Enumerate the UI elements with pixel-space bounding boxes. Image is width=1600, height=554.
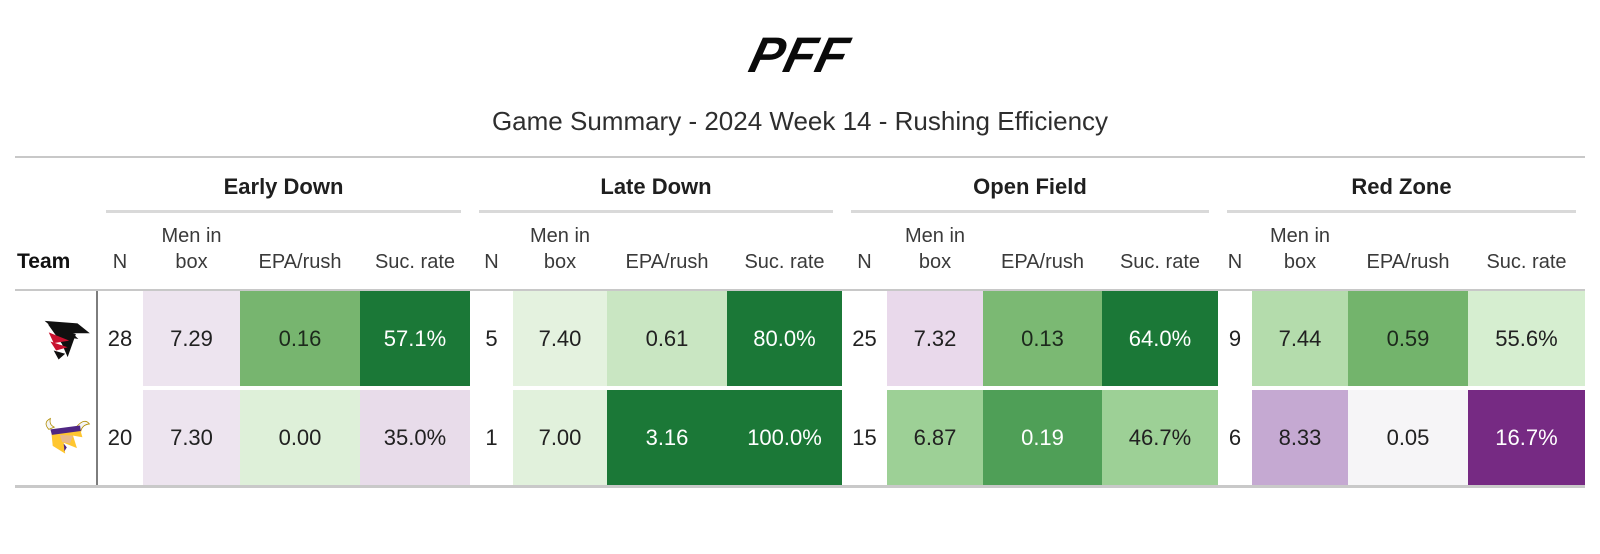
section-title: Early Down [223,174,344,199]
stat-cell: 16.7% [1468,390,1585,485]
stat-cell: 80.0% [727,291,842,386]
stat-cell: 0.05 [1348,390,1468,485]
col-header-men-in-box: Men in box [1269,225,1331,273]
stat-cell: 100.0% [727,390,842,485]
col-header-suc-rate: Suc. rate [1119,251,1201,273]
rushing-efficiency-table: Early Down Late Down Open Field Red Zone… [15,156,1585,488]
page-title: Game Summary - 2024 Week 14 - Rushing Ef… [491,106,1109,136]
col-header-n: N [112,251,128,273]
stat-cell: 7.29 [143,291,240,386]
pff-logo: PFF [744,27,856,83]
stat-cell: 7.00 [513,390,607,485]
section-underline [479,210,833,213]
stat-cell: 0.16 [240,291,360,386]
col-header-n: N [857,251,872,273]
col-header-epa-rush: EPA/rush [625,251,709,273]
section-header-early-down: Early Down [97,158,470,213]
stat-cell: 20 [97,390,143,485]
stat-cell: 0.00 [240,390,360,485]
section-header-red-zone: Red Zone [1218,158,1585,213]
section-underline [1227,210,1576,213]
stat-cell: 3.16 [607,390,727,485]
stat-cell: 7.32 [887,291,983,386]
col-header-team: Team [17,249,71,273]
section-header-late-down: Late Down [470,158,842,213]
col-header-n: N [1227,251,1243,273]
table-body: 28 7.29 0.16 57.1% 5 7.40 0.61 80.0% 25 7.32 0.13 6… [15,291,1585,488]
col-header-men-in-box: Men in box [161,225,222,273]
col-header-epa-rush: EPA/rush [1001,251,1084,273]
stat-cell: 0.19 [983,390,1102,485]
stat-cell: 57.1% [360,291,470,386]
stat-cell: 6 [1218,390,1252,485]
section-title: Late Down [600,174,712,199]
stat-cell: 7.40 [513,291,607,386]
stat-cell: 0.61 [607,291,727,386]
col-header-suc-rate: Suc. rate [744,251,825,273]
section-header-open-field: Open Field [842,158,1218,213]
section-underline [106,210,461,213]
section-header-row: Early Down Late Down Open Field Red Zone [15,158,1585,213]
stat-cell: 46.7% [1102,390,1218,485]
stat-cell: 0.13 [983,291,1102,386]
section-underline [851,210,1209,213]
stat-cell: 5 [470,291,513,386]
falcons-logo [44,320,90,360]
col-header-epa-rush: EPA/rush [1366,251,1450,273]
stat-cell: 55.6% [1468,291,1585,386]
team-cell-vikings [15,390,97,485]
table-row-vikings: 20 7.30 0.00 35.0% 1 7.00 3.16 100.0% 15 6.87 0.19… [15,390,1585,485]
stat-cell: 15 [842,390,887,485]
stat-cell: 8.33 [1252,390,1348,485]
vikings-logo [45,417,91,454]
stat-cell: 9 [1218,291,1252,386]
col-header-men-in-box: Men in box [904,225,966,273]
stat-cell: 0.59 [1348,291,1468,386]
col-header-n: N [484,251,499,273]
col-header-suc-rate: Suc. rate [374,251,456,273]
stat-cell: 6.87 [887,390,983,485]
col-header-suc-rate: Suc. rate [1486,251,1567,273]
stat-cell: 64.0% [1102,291,1218,386]
col-header-men-in-box: Men in box [529,225,591,273]
table-row-falcons: 28 7.29 0.16 57.1% 5 7.40 0.61 80.0% 25 7.32 0.13 6… [15,291,1585,386]
column-header-row: Team N Men in box EPA/rush Suc. rate N M… [15,213,1585,291]
stat-cell: 25 [842,291,887,386]
team-cell-falcons [15,291,97,386]
stat-cell: 35.0% [360,390,470,485]
brand-header: PFF [0,26,1600,84]
team-column-divider [96,291,98,485]
col-header-epa-rush: EPA/rush [258,251,342,273]
stat-cell: 7.44 [1252,291,1348,386]
section-title: Red Zone [1351,174,1452,199]
stat-cell: 7.30 [143,390,240,485]
stat-cell: 28 [97,291,143,386]
section-title: Open Field [973,174,1087,199]
stat-cell: 1 [470,390,513,485]
